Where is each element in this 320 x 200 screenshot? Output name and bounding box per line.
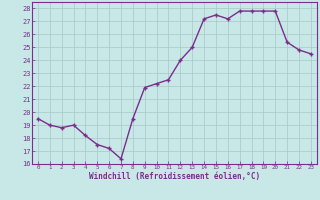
X-axis label: Windchill (Refroidissement éolien,°C): Windchill (Refroidissement éolien,°C) xyxy=(89,172,260,181)
